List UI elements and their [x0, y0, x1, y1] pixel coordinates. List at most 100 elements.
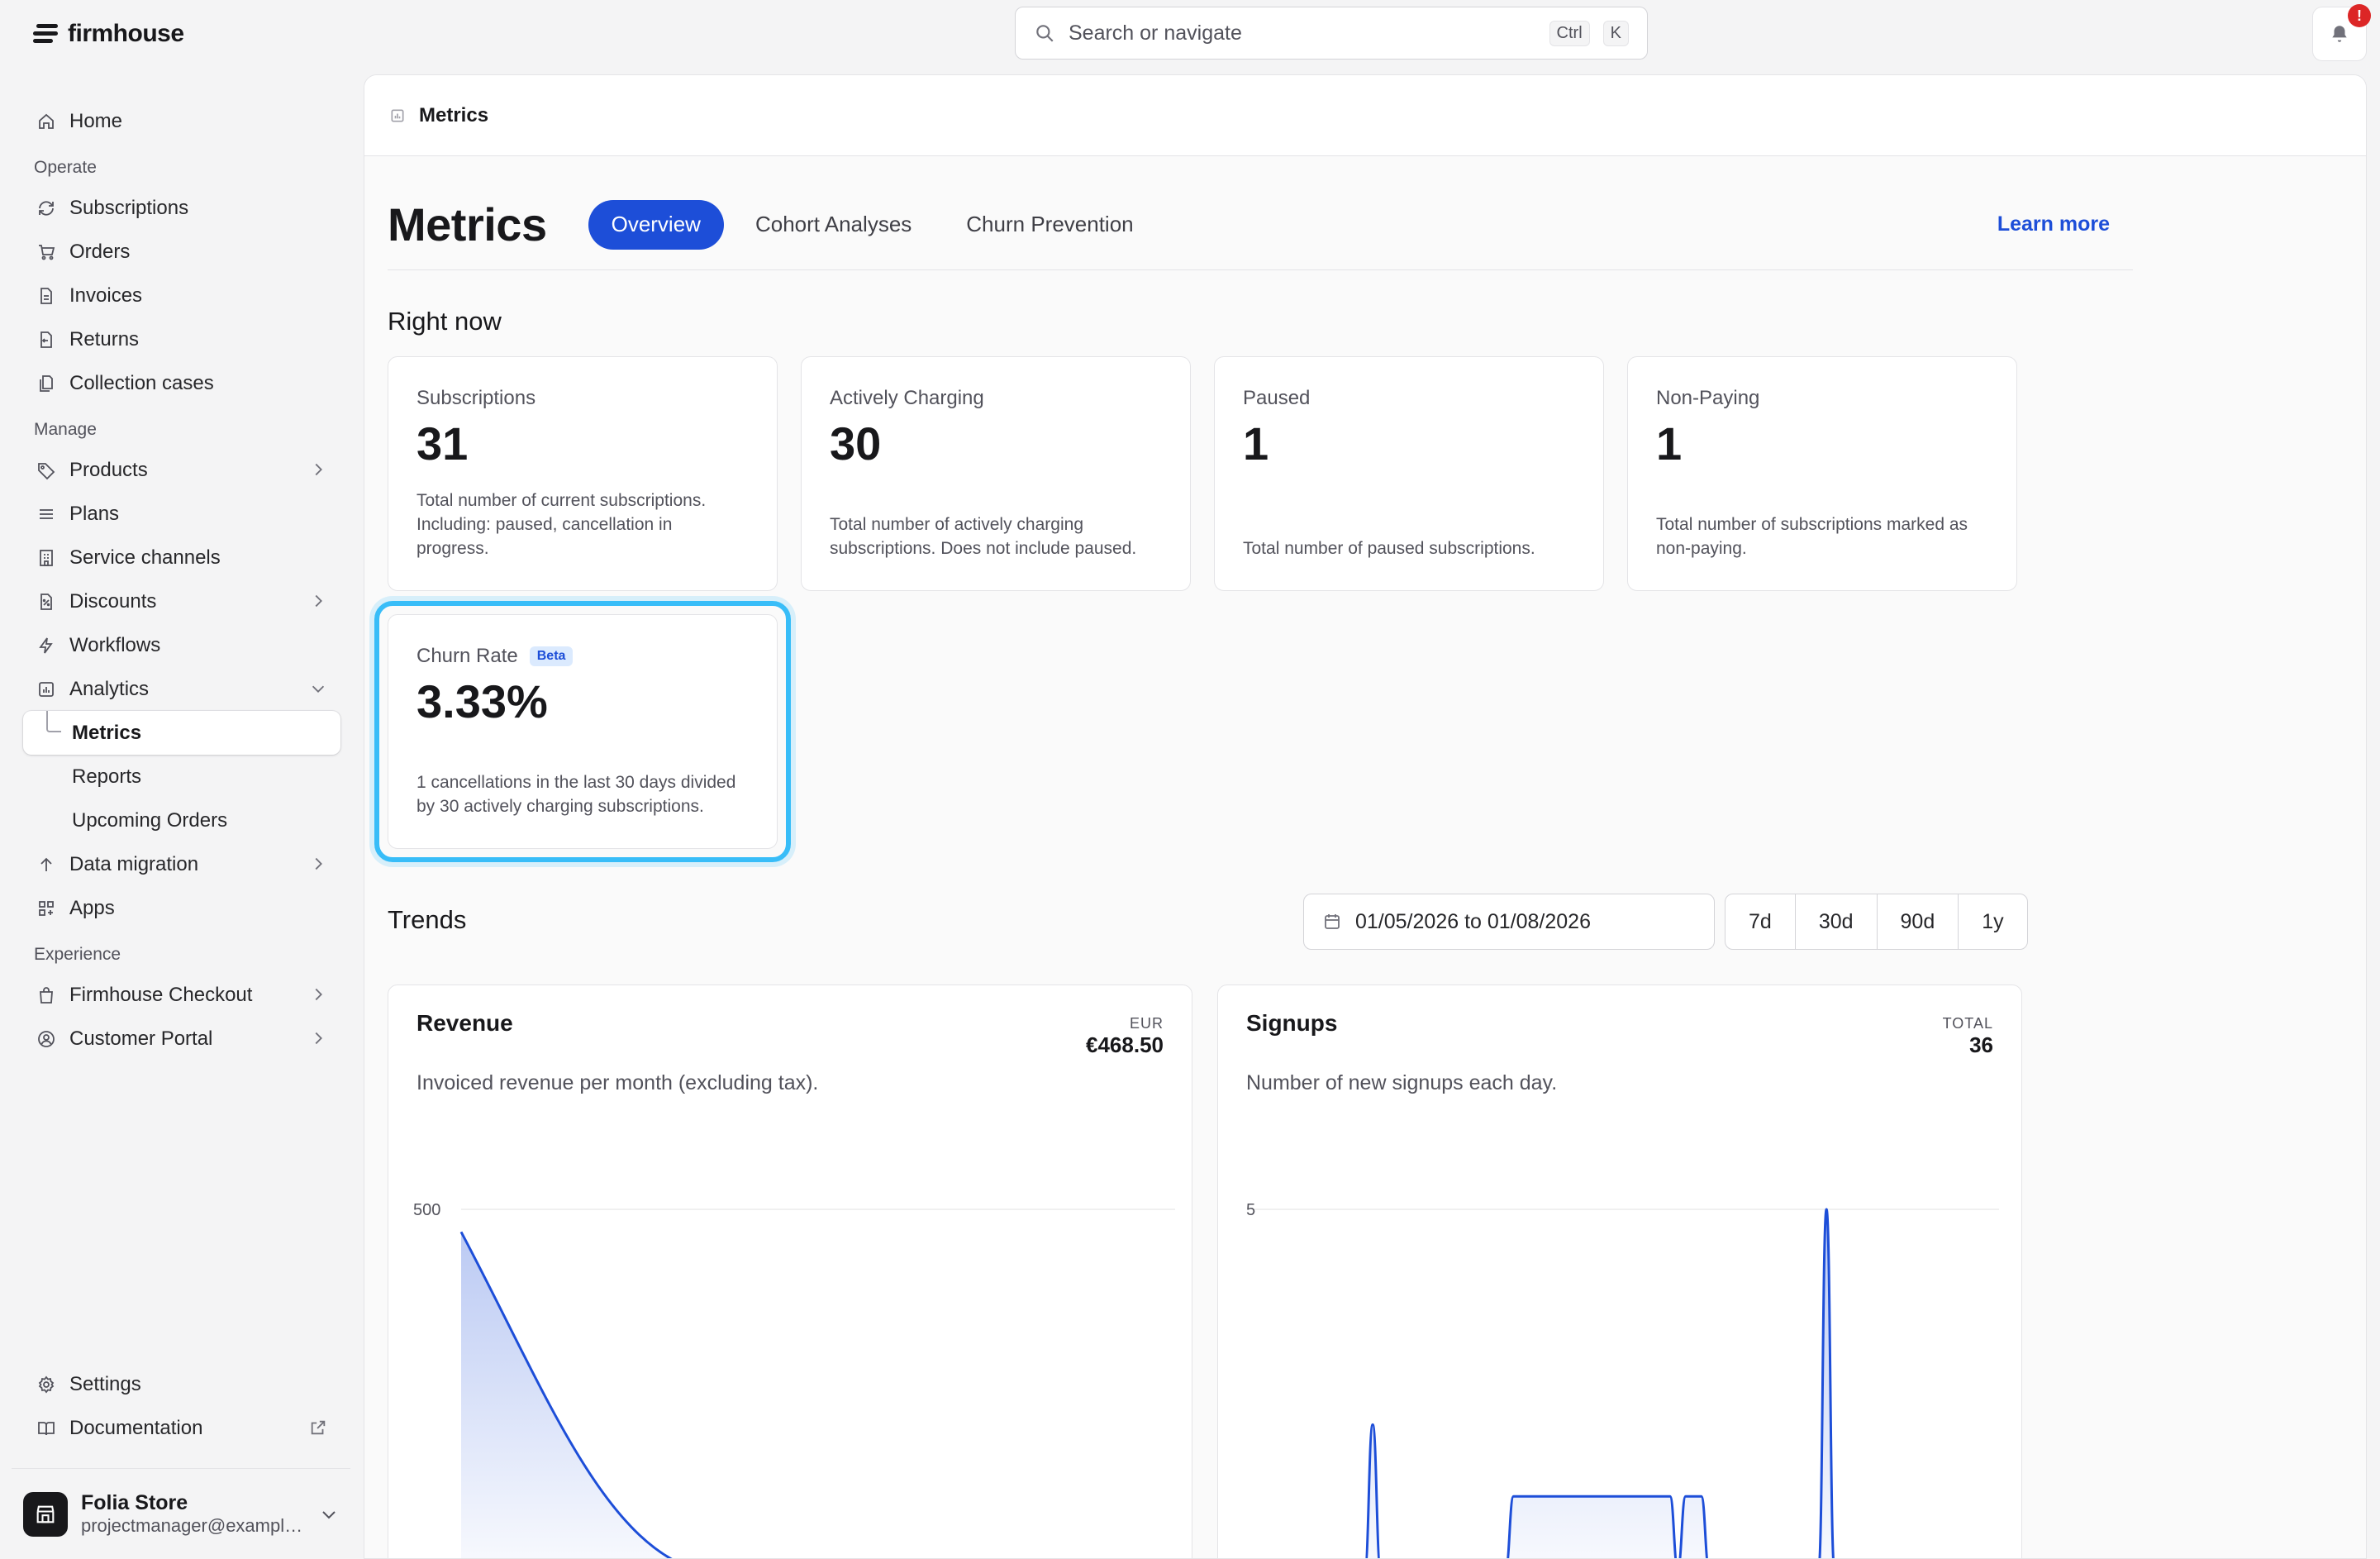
sidebar-item-subscriptions[interactable]: Subscriptions: [23, 186, 340, 230]
sidebar-item-label: Orders: [69, 240, 131, 263]
sidebar-item-label: Reports: [72, 765, 142, 788]
stat-card-paused[interactable]: Paused 1 Total number of paused subscrip…: [1214, 356, 1604, 591]
chart-subtitle: Invoiced revenue per month (excluding ta…: [416, 1071, 819, 1094]
section-experience: Experience: [34, 945, 121, 964]
sidebar-item-label: Upcoming Orders: [72, 808, 228, 832]
search-placeholder: Search or navigate: [1069, 21, 1242, 45]
list-icon: [40, 508, 53, 519]
sidebar-item-products[interactable]: Products: [23, 448, 340, 492]
signups-area: [1366, 1209, 1834, 1558]
chevron-right-icon: [315, 594, 322, 608]
firmhouse-logo-icon: [33, 24, 58, 43]
sidebar-item-customer-portal[interactable]: Customer Portal: [23, 1017, 340, 1061]
date-range-picker[interactable]: 01/05/2026 to 01/08/2026: [1303, 894, 1715, 950]
revenue-chart-card: Revenue Invoiced revenue per month (excl…: [388, 985, 1192, 1558]
sidebar-item-plans[interactable]: Plans: [23, 492, 340, 536]
account-names: Folia Store projectmanager@example.com: [81, 1491, 306, 1537]
sidebar-item-label: Data migration: [69, 852, 199, 875]
stat-card-churn-rate[interactable]: Churn Rate Beta 3.33% 1 cancellations in…: [388, 614, 778, 849]
signups-chart-card: Signups Number of new signups each day. …: [1217, 985, 2022, 1558]
sidebar-item-documentation[interactable]: Documentation: [23, 1406, 340, 1450]
chart-title: Signups: [1246, 1010, 1338, 1036]
sidebar-item-label: Home: [69, 109, 123, 132]
tab-churn-prevention[interactable]: Churn Prevention: [966, 212, 1134, 236]
stat-label: Subscriptions: [416, 387, 536, 409]
file-icon: [40, 287, 52, 304]
sidebar-footer: Settings Documentation: [23, 1362, 340, 1450]
tag-icon: [38, 462, 55, 479]
page-header: Metrics: [364, 75, 2366, 156]
sidebar-item-label: Apps: [69, 896, 115, 919]
stat-label: Non-Paying: [1656, 387, 1760, 409]
sidebar-item-collection-cases[interactable]: Collection cases: [23, 361, 340, 405]
sidebar-item-label: Metrics: [72, 721, 142, 744]
notification-badge: !: [2348, 4, 2371, 27]
total-label: TOTAL: [1942, 1015, 1993, 1032]
firmhouse-logo[interactable]: firmhouse: [33, 20, 184, 48]
learn-more-link[interactable]: Learn more: [1997, 212, 2110, 236]
tab-cohort-analyses[interactable]: Cohort Analyses: [754, 212, 912, 236]
trends-heading: Trends: [388, 905, 467, 934]
shortcut-ctrl: Ctrl: [1549, 20, 1590, 46]
sidebar-item-reports[interactable]: Reports: [23, 755, 340, 799]
stat-value: 30: [830, 417, 882, 470]
sidebar-item-settings[interactable]: Settings: [23, 1362, 340, 1406]
sidebar-item-orders[interactable]: Orders: [23, 230, 340, 274]
sidebar: Home Operate Subscriptions Orders Invoic…: [23, 99, 340, 1061]
gear-icon: [38, 1375, 55, 1393]
apps-icon: [39, 900, 54, 916]
range-selector: 7d 30d 90d 1y: [1725, 894, 2028, 950]
stat-card-subscriptions[interactable]: Subscriptions 31 Total number of current…: [388, 356, 778, 591]
range-1y-button[interactable]: 1y: [1982, 909, 2004, 933]
sidebar-item-returns[interactable]: Returns: [23, 317, 340, 361]
account-switcher[interactable]: Folia Store projectmanager@example.com: [12, 1468, 350, 1559]
sidebar-item-apps[interactable]: Apps: [23, 886, 340, 930]
bag-icon: [40, 986, 53, 1004]
user-email: projectmanager@example.com: [81, 1515, 306, 1536]
stat-value: 1: [1243, 417, 1269, 470]
range-90d-button[interactable]: 90d: [1878, 894, 1959, 949]
search-input[interactable]: Search or navigate Ctrl K: [1015, 7, 1648, 60]
chevron-down-icon: [312, 685, 325, 693]
total-value: €468.50: [1086, 1032, 1164, 1057]
revenue-line: [459, 1231, 673, 1558]
section-manage: Manage: [34, 420, 97, 439]
churn-label: Churn Rate: [416, 645, 518, 667]
sidebar-item-metrics[interactable]: Metrics: [23, 711, 340, 755]
bell-icon: [2332, 26, 2347, 42]
arrow-up-icon: [40, 857, 52, 871]
page-title: Metrics: [388, 198, 547, 250]
sidebar-item-analytics[interactable]: Analytics: [23, 667, 340, 711]
tab-overview[interactable]: Overview: [588, 199, 724, 250]
sidebar-item-discounts[interactable]: Discounts: [23, 579, 340, 623]
calendar-icon: [1325, 914, 1340, 929]
stat-description: Total number of subscriptions marked as …: [1656, 515, 1968, 558]
stat-description: Total number of actively charging subscr…: [830, 515, 1137, 558]
sidebar-item-label: Documentation: [69, 1416, 203, 1439]
chevron-right-icon: [315, 857, 322, 870]
shortcut-k: K: [1602, 20, 1629, 46]
stat-description: Total number of current subscriptions. I…: [416, 491, 707, 558]
signups-line: [1365, 1208, 1835, 1558]
book-icon: [38, 1421, 55, 1435]
range-30d-button[interactable]: 30d: [1796, 894, 1878, 949]
total-label: EUR: [1129, 1015, 1164, 1032]
sidebar-item-data-migration[interactable]: Data migration: [23, 842, 340, 886]
range-7d-button[interactable]: 7d: [1726, 894, 1796, 949]
sidebar-item-invoices[interactable]: Invoices: [23, 274, 340, 317]
sidebar-item-home[interactable]: Home: [23, 99, 340, 143]
sidebar-item-label: Invoices: [69, 284, 143, 307]
sidebar-item-upcoming-orders[interactable]: Upcoming Orders: [23, 799, 340, 842]
notifications-button[interactable]: !: [2312, 4, 2371, 61]
sidebar-item-firmhouse-checkout[interactable]: Firmhouse Checkout: [23, 973, 340, 1017]
sidebar-item-label: Returns: [69, 327, 140, 350]
stat-value: 1: [1656, 417, 1683, 470]
chart-total: EUR €468.50: [1086, 1015, 1164, 1058]
search-icon: [1036, 25, 1054, 42]
sidebar-item-workflows[interactable]: Workflows: [23, 623, 340, 667]
stat-card-actively-charging[interactable]: Actively Charging 30 Total number of act…: [801, 356, 1191, 591]
chevron-down-icon: [322, 1510, 336, 1518]
y-tick-label: 500: [413, 1201, 440, 1219]
stat-card-non-paying[interactable]: Non-Paying 1 Total number of subscriptio…: [1627, 356, 2017, 591]
sidebar-item-service-channels[interactable]: Service channels: [23, 536, 340, 579]
